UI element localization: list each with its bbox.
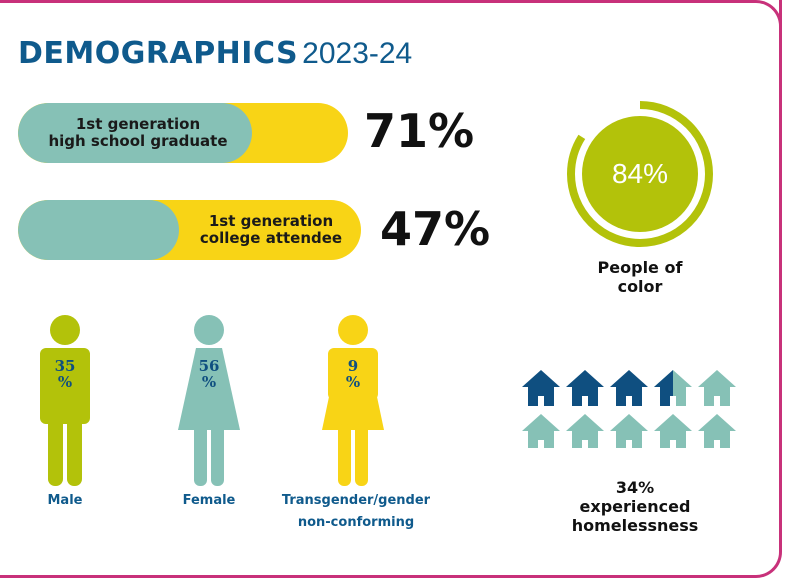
bar-label: 1st generation high school graduate — [38, 103, 238, 163]
transgender-caption-line2: non-conforming — [297, 515, 415, 530]
transgender-caption-line1: Transgender/gender — [281, 493, 431, 508]
transgender-icon — [322, 315, 384, 486]
house-icon — [522, 370, 560, 406]
house-icon — [566, 370, 604, 406]
male-percent-num: 35 — [54, 357, 76, 375]
male-percent-sign: % — [57, 373, 73, 391]
female-caption-line1: Female — [182, 493, 236, 508]
bar-fill — [18, 200, 180, 260]
bar-percent: 47% — [380, 202, 491, 256]
house-icon — [566, 414, 604, 450]
transgender-figure: 9 % — [320, 314, 386, 490]
bar-label: 1st generation college attendee — [186, 200, 356, 260]
house-icon — [610, 414, 648, 450]
donut-center — [582, 116, 698, 232]
female-caption: Female — [162, 490, 256, 512]
homelessness-caption: 34% experienced homelessness — [540, 478, 730, 535]
house-icon — [698, 414, 736, 450]
bar-label-line2: college attendee — [199, 229, 343, 247]
donut-chart: 84% — [566, 100, 714, 248]
female-percent-num: 56 — [198, 357, 220, 375]
bar-label-line1: 1st generation — [75, 115, 201, 133]
transgender-percent-num: 9 — [347, 357, 359, 375]
donut-caption-line2: color — [617, 277, 663, 296]
female-icon — [178, 315, 240, 486]
bar-label-line2: high school graduate — [48, 132, 228, 150]
female-percent: 56 % — [189, 358, 229, 390]
female-figure: 56 % — [176, 314, 242, 490]
homelessness-line1: experienced — [579, 497, 691, 516]
card-border-top — [0, 0, 782, 28]
title-bold: DEMOGRAPHICS — [18, 36, 299, 71]
house-icon — [522, 414, 560, 450]
male-caption: Male — [20, 490, 110, 512]
house-icons — [522, 370, 736, 450]
donut-caption: People of color — [560, 258, 720, 296]
homelessness-percent: 34% — [615, 478, 655, 497]
female-percent-sign: % — [201, 373, 217, 391]
male-figure: 35 % — [38, 314, 92, 490]
male-icon — [40, 315, 90, 486]
donut-arc — [567, 101, 713, 247]
donut-percent: 84% — [611, 158, 669, 189]
house-icon — [610, 370, 648, 406]
bar-percent: 71% — [364, 104, 475, 158]
transgender-percent-sign: % — [345, 373, 361, 391]
title-year: 2023-24 — [302, 37, 413, 70]
page-title: DEMOGRAPHICS 2023-24 — [18, 36, 412, 71]
house-icon — [654, 414, 692, 450]
bar-college-attendee: 1st generation college attendee — [18, 200, 361, 260]
house-icon — [654, 370, 692, 406]
bar-label-line1: 1st generation — [208, 212, 334, 230]
donut-caption-line1: People of — [597, 258, 683, 277]
homelessness-line2: homelessness — [571, 516, 699, 535]
bar-hs-graduate: 1st generation high school graduate — [18, 103, 348, 163]
male-caption-line1: Male — [47, 493, 83, 508]
donut-svg — [567, 101, 713, 247]
transgender-caption: Transgender/gender non-conforming — [270, 490, 442, 534]
house-icon — [698, 370, 736, 406]
male-percent: 35 % — [45, 358, 85, 390]
bar-fill — [18, 103, 253, 163]
house-grid — [522, 368, 742, 452]
transgender-percent: 9 % — [333, 358, 373, 390]
